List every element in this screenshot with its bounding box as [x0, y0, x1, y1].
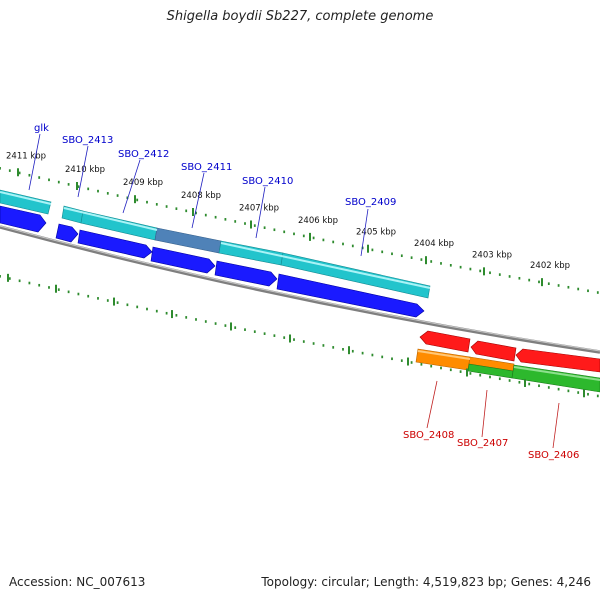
forward-leader-lines: [28, 133, 369, 257]
kbp-tick-label: 2409 kbp: [123, 178, 163, 188]
gene-label-SBO_2406[interactable]: SBO_2406: [528, 450, 579, 461]
cds-arrow-SBO_2411[interactable]: [150, 246, 216, 274]
kbp-tick-label: 2404 kbp: [414, 239, 454, 249]
reverse-leader-lines: [426, 380, 560, 449]
kbp-tick-label: 2410 kbp: [65, 165, 105, 175]
genome-backbone: [0, 225, 600, 354]
reverse-gene-labels: SBO_2408 SBO_2407 SBO_2406: [403, 430, 579, 461]
gene-label-SBO_2408[interactable]: SBO_2408: [403, 430, 454, 441]
kbp-tick-label: 2402 kbp: [530, 261, 570, 271]
cds-arrow-SBO_2413[interactable]: [55, 223, 79, 243]
gene-label-SBO_2412[interactable]: SBO_2412: [118, 149, 169, 160]
gene-label-SBO_2411[interactable]: SBO_2411: [181, 162, 232, 173]
kbp-label-group: 2411 kbp 2410 kbp 2409 kbp 2408 kbp 2407 kbp…: [6, 151, 570, 271]
accession-text: Accession: NC_007613: [9, 575, 146, 589]
forward-gene-track: [0, 189, 431, 299]
cds-arrow-SBO_2407[interactable]: [470, 340, 517, 362]
kbp-tick-label: 2411 kbp: [6, 151, 46, 161]
kbp-tick-label: 2408 kbp: [181, 191, 221, 201]
gene-label-SBO_2409[interactable]: SBO_2409: [345, 197, 396, 208]
gene-label-SBO_2413[interactable]: SBO_2413: [62, 135, 113, 146]
gene-label-SBO_2410[interactable]: SBO_2410: [242, 176, 293, 187]
map-title: Shigella boydii Sb227, complete genome: [166, 9, 434, 24]
kbp-tick-label: 2405 kbp: [356, 228, 396, 238]
forward-cds-track: [0, 205, 425, 318]
cds-arrow-SBO_2412[interactable]: [77, 229, 153, 259]
cds-arrow-SBO_2406[interactable]: [515, 348, 600, 373]
kbp-tick-label: 2403 kbp: [472, 250, 512, 260]
reverse-cds-track: [419, 330, 600, 373]
topology-text: Topology: circular; Length: 4,519,823 bp…: [261, 575, 591, 589]
kbp-tick-label: 2407 kbp: [239, 204, 279, 214]
outer-tick-ring: [0, 167, 599, 294]
inner-tick-ring: [0, 273, 599, 398]
cds-arrow-SBO_2409[interactable]: [276, 273, 425, 318]
kbp-tick-label: 2406 kbp: [298, 216, 338, 226]
forward-gene-labels: glk SBO_2413 SBO_2412 SBO_2411 SBO_2410 …: [34, 123, 396, 208]
cds-arrow-glk[interactable]: [0, 205, 47, 233]
gene-bar-SBO_2406[interactable]: [511, 364, 600, 393]
gene-label-glk[interactable]: glk: [34, 123, 49, 134]
cds-arrow-SBO_2408[interactable]: [419, 330, 471, 353]
gene-label-SBO_2407[interactable]: SBO_2407: [457, 438, 508, 449]
reverse-gene-track: [415, 348, 600, 393]
cds-arrow-SBO_2410[interactable]: [214, 260, 278, 287]
